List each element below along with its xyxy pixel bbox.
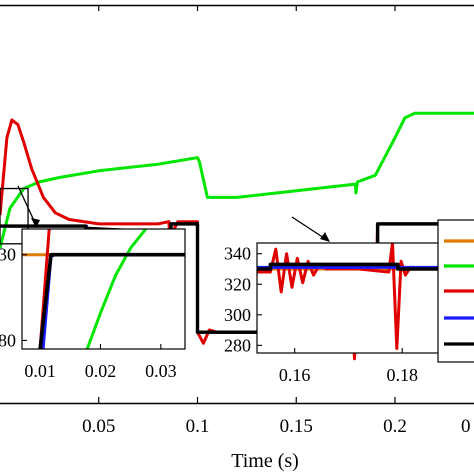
inset-2-background xyxy=(257,243,456,353)
main-x-tick-label: 0.2 xyxy=(383,416,407,437)
inset-2-series-line-2 xyxy=(257,243,456,350)
inset-2-series-group xyxy=(257,243,456,350)
main-x-ticks: 0.05 0.1 0.15 0.2 0 xyxy=(82,5,471,437)
inset-2-series-line-4 xyxy=(257,262,456,271)
main-plot: 0.05 0.1 0.15 0.2 0 xyxy=(0,4,474,437)
inset-1-y-tick-label: 280 xyxy=(0,330,16,350)
main-x-tick-label: 0.1 xyxy=(186,416,210,437)
inset-2-x-tick-label: 0.16 xyxy=(279,365,311,385)
main-series-line-2 xyxy=(0,111,474,249)
zoom-connectors xyxy=(17,185,330,242)
main-x-tick-label-edge: 0 xyxy=(461,416,471,437)
zoom-connector-arrowhead xyxy=(320,232,330,242)
inset-2-y-tick-label: 300 xyxy=(224,305,251,325)
inset-1-ticks: 0.01 0.02 0.03 280 330 xyxy=(0,245,177,381)
inset-1-series-line-5 xyxy=(38,252,185,349)
inset-2-ticks: 0.16 0.18 280 300 320 340 xyxy=(224,244,418,385)
inset-2-y-tick-label: 340 xyxy=(224,244,251,264)
inset-1: 0.01 0.02 0.03 280 330 xyxy=(0,228,186,381)
x-axis-label: Time (s) xyxy=(231,450,299,472)
inset-2-y-tick-label: 320 xyxy=(224,274,251,294)
inset-1-x-tick-label: 0.02 xyxy=(85,361,117,381)
inset-1-y-tick-label: 330 xyxy=(0,245,16,265)
zoom-connector-arrow xyxy=(291,216,328,241)
inset-2-x-tick-label: 0.18 xyxy=(386,365,418,385)
main-x-tick-label: 0.05 xyxy=(82,416,115,437)
inset-1-series-group xyxy=(22,229,185,349)
inset-2: 0.16 0.18 280 300 320 340 xyxy=(224,242,457,385)
main-x-tick-label: 0.15 xyxy=(280,416,313,437)
inset-1-x-tick-label: 0.03 xyxy=(145,361,177,381)
inset-1-frame xyxy=(21,228,186,350)
zoom-connector-arrowhead xyxy=(31,218,40,228)
zoom-box-1 xyxy=(0,187,29,245)
inset-1-x-tick-label: 0.01 xyxy=(24,361,56,381)
inset-2-y-tick-label: 280 xyxy=(224,335,251,355)
inset-1-series-line-2 xyxy=(85,229,147,349)
legend xyxy=(437,219,474,363)
